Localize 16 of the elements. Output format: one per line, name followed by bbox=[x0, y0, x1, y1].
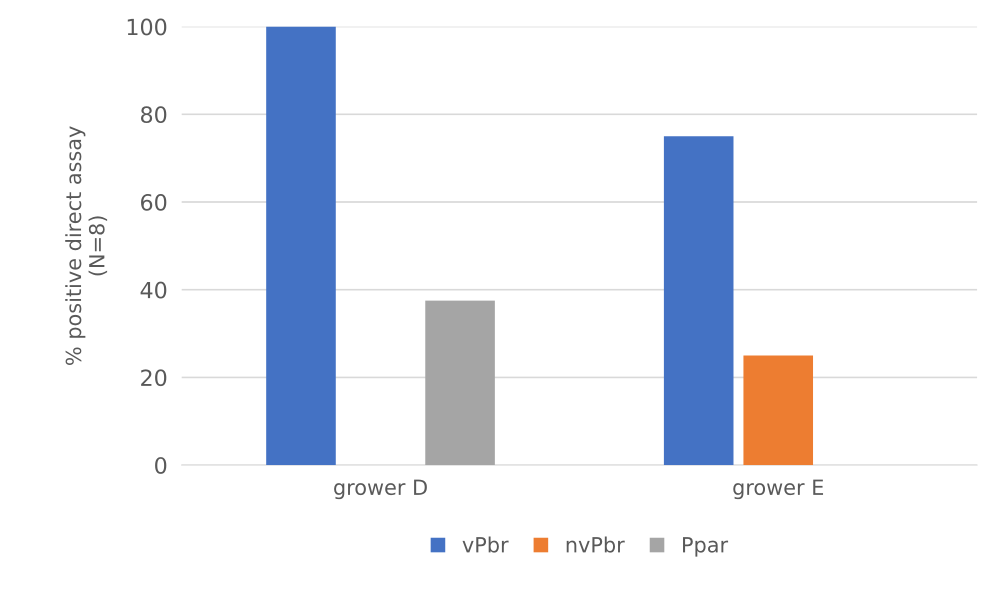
legend-label: vPbr bbox=[462, 536, 509, 553]
y-tick-label: 0 bbox=[155, 457, 166, 474]
y-tick-label: 20 bbox=[141, 369, 166, 386]
bar bbox=[266, 26, 336, 466]
y-tick-label: 100 bbox=[128, 18, 166, 36]
bar bbox=[664, 136, 734, 466]
y-axis-title: % positive direct assay (N=8) bbox=[65, 126, 108, 365]
x-tick-label: grower D bbox=[334, 480, 427, 500]
bar bbox=[425, 300, 495, 466]
y-tick-label: 80 bbox=[141, 106, 166, 124]
legend-label: Ppar bbox=[683, 537, 728, 557]
x-tick-label: grower E bbox=[733, 480, 824, 500]
y-tick-label: 60 bbox=[141, 194, 166, 211]
legend-label: nvPbr bbox=[566, 536, 625, 553]
y-tick-label: 40 bbox=[140, 282, 166, 298]
bar bbox=[743, 355, 814, 466]
